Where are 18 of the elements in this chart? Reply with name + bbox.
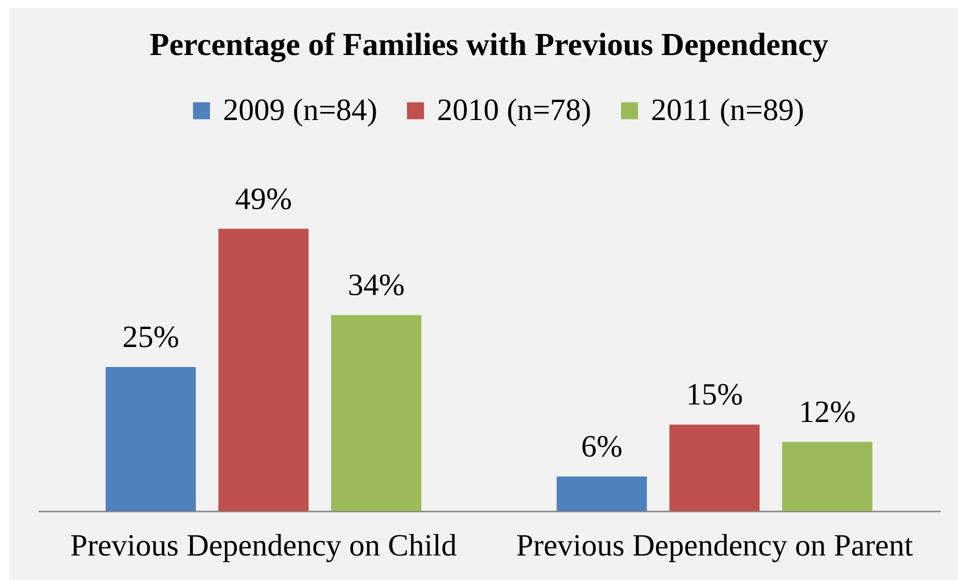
bar: [669, 424, 760, 511]
bar: [331, 315, 422, 511]
bar: [106, 367, 196, 511]
legend-label: 2011 (n=89): [651, 92, 804, 127]
chart-title: Percentage of Families with Previous Dependency: [150, 26, 828, 63]
data-label: 25%: [122, 319, 180, 354]
data-label: 15%: [686, 376, 743, 412]
data-label: 34%: [348, 267, 405, 302]
x-tick-label: Previous Dependency on Parent: [516, 528, 914, 562]
data-label: 12%: [798, 394, 856, 429]
legend-label: 2009 (n=84): [223, 92, 378, 127]
bar: [556, 476, 647, 511]
bar: [218, 228, 309, 511]
bar: [782, 442, 872, 511]
legend-label: 2010 (n=78): [437, 92, 592, 127]
data-label: 6%: [581, 428, 622, 464]
data-label: 49%: [235, 180, 292, 216]
x-tick-label: Previous Dependency on Child: [70, 528, 458, 562]
